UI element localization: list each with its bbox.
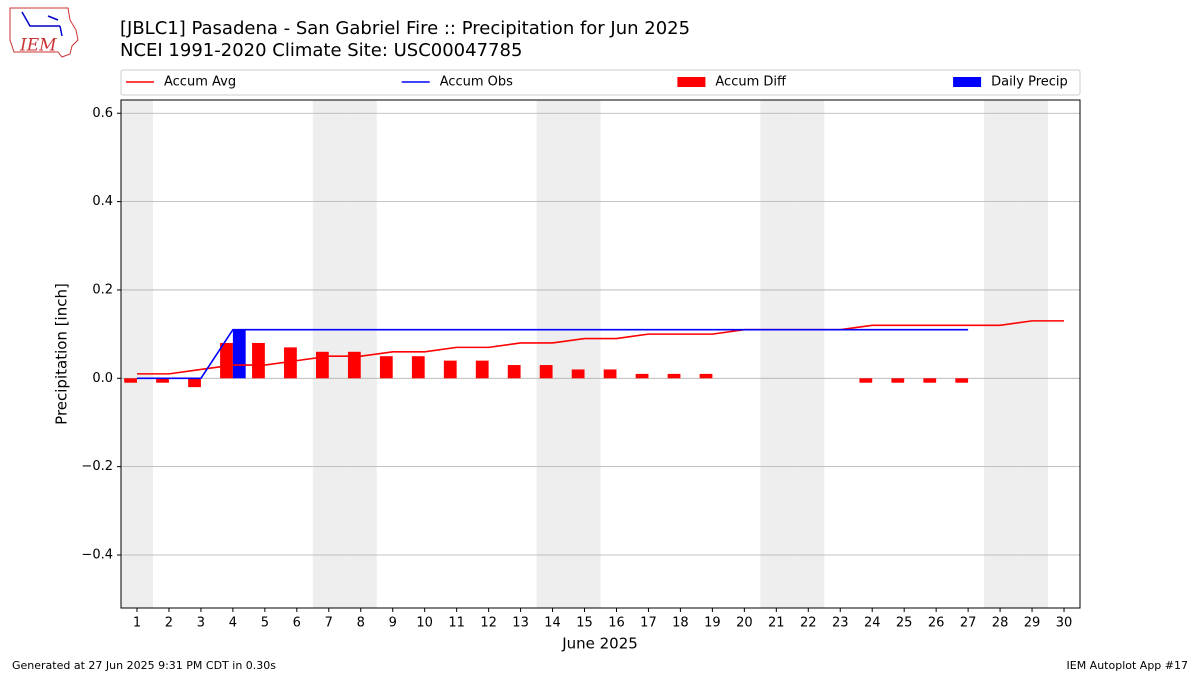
bar <box>699 373 713 379</box>
line <box>136 328 969 380</box>
legend-label: Daily Precip <box>991 75 1068 90</box>
bar <box>923 378 937 383</box>
x-tick-label: 29 <box>1024 616 1041 631</box>
x-tick-label: 1 <box>133 616 141 631</box>
x-tick-label: 25 <box>896 616 913 631</box>
y-tick-label: −0.4 <box>81 547 113 562</box>
bar <box>156 378 169 383</box>
x-tick-label: 8 <box>357 616 365 631</box>
x-tick-label: 2 <box>165 616 173 631</box>
bar <box>667 373 681 379</box>
y-tick-label: −0.2 <box>81 459 113 474</box>
chart-title: [JBLC1] Pasadena - San Gabriel Fire :: P… <box>120 18 690 39</box>
bar <box>475 360 489 379</box>
x-tick-label: 3 <box>197 616 205 631</box>
x-tick-label: 5 <box>261 616 269 631</box>
bar <box>284 347 297 379</box>
x-tick-label: 16 <box>608 616 625 631</box>
weekend-shade <box>121 100 153 608</box>
x-tick-label: 19 <box>704 616 721 631</box>
y-tick-label: 0.4 <box>92 194 113 209</box>
x-tick-label: 30 <box>1056 616 1073 631</box>
bar <box>188 378 201 388</box>
legend-box <box>120 69 1081 96</box>
plot-frame <box>120 99 1081 609</box>
bar <box>443 360 457 379</box>
footer-left: Generated at 27 Jun 2025 9:31 PM CDT in … <box>12 659 276 672</box>
bar <box>347 351 361 379</box>
y-axis-label: Precipitation [inch] <box>53 283 71 425</box>
bar <box>315 351 329 379</box>
chart-subtitle: NCEI 1991-2020 Climate Site: USC00047785 <box>120 40 522 61</box>
x-tick-label: 12 <box>480 616 497 631</box>
x-tick-label: 14 <box>544 616 561 631</box>
x-tick-label: 26 <box>928 616 945 631</box>
y-tick-label: 0.6 <box>92 106 113 121</box>
bar <box>635 373 649 379</box>
legend-label: Accum Avg <box>164 75 236 90</box>
x-tick-label: 4 <box>229 616 237 631</box>
x-tick-label: 15 <box>576 616 593 631</box>
x-tick-label: 11 <box>448 616 465 631</box>
bar <box>124 378 137 383</box>
x-tick-label: 17 <box>640 616 657 631</box>
bar <box>571 369 585 379</box>
weekend-shade <box>536 100 569 608</box>
weekend-shade <box>792 100 825 608</box>
bar <box>220 342 233 379</box>
y-tick-label: 0.2 <box>92 282 113 297</box>
bar <box>603 369 617 379</box>
x-axis-label: June 2025 <box>561 635 638 653</box>
x-tick-label: 7 <box>325 616 333 631</box>
weekend-shade <box>984 100 1017 608</box>
bar <box>232 329 246 379</box>
logo: IEM <box>9 7 79 58</box>
x-tick-label: 27 <box>960 616 977 631</box>
y-tick-label: 0.0 <box>92 371 113 386</box>
bar <box>891 378 905 383</box>
logo-text: IEM <box>19 36 57 56</box>
bar <box>859 378 873 383</box>
bar <box>507 365 521 379</box>
bar <box>411 356 425 379</box>
legend-label: Accum Diff <box>715 75 787 90</box>
x-tick-label: 6 <box>293 616 301 631</box>
weekend-shade <box>1016 100 1049 608</box>
logo-art <box>21 11 63 37</box>
bar <box>379 356 393 379</box>
x-tick-label: 21 <box>768 616 785 631</box>
x-tick-label: 23 <box>832 616 849 631</box>
x-tick-label: 10 <box>416 616 433 631</box>
x-tick-label: 22 <box>800 616 817 631</box>
line <box>136 320 1065 375</box>
x-tick-label: 20 <box>736 616 753 631</box>
legend-label: Accum Obs <box>440 75 513 90</box>
x-tick-label: 24 <box>864 616 881 631</box>
weekend-shade <box>760 100 793 608</box>
bar <box>539 365 553 379</box>
weekend-shade <box>568 100 601 608</box>
bar <box>955 378 969 383</box>
legend-swatch <box>677 77 706 87</box>
x-tick-label: 9 <box>389 616 397 631</box>
x-tick-label: 28 <box>992 616 1009 631</box>
x-tick-label: 18 <box>672 616 689 631</box>
bar <box>252 342 265 379</box>
x-tick-label: 13 <box>512 616 529 631</box>
footer-right: IEM Autoplot App #17 <box>1067 659 1189 672</box>
legend-swatch <box>953 77 982 87</box>
